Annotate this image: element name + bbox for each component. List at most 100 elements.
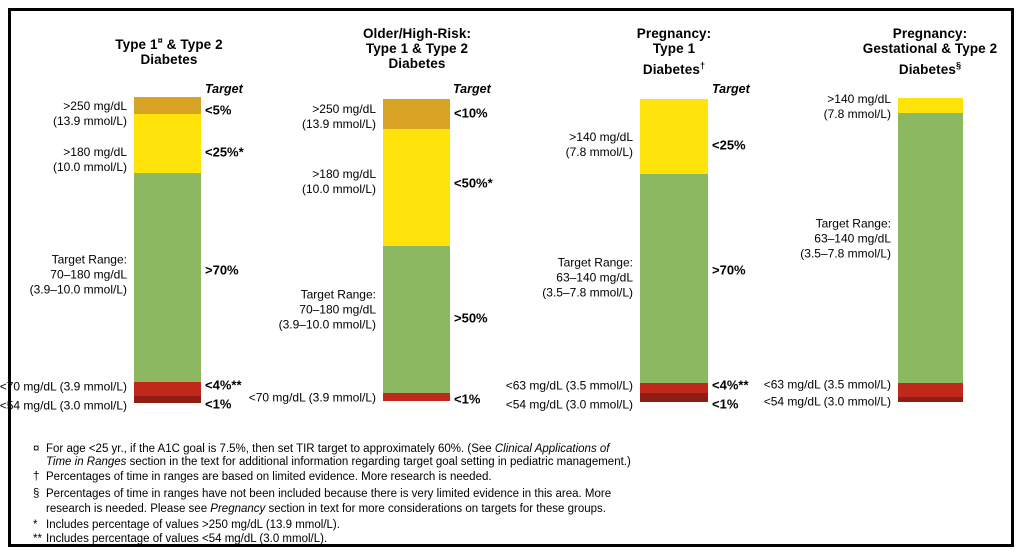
range-label-line: <63 mg/dL (3.5 mmol/L) [505, 378, 633, 393]
target-percentage-label: <1% [712, 396, 739, 412]
bar-segment-very-high [134, 97, 201, 114]
footnote-text: Percentages of time in ranges have not b… [46, 488, 611, 500]
chart-title-line: Diabetes§ [810, 60, 1024, 77]
range-label: Target Range: 70–180 mg/dL (3.9–10.0 mmol/… [279, 288, 376, 333]
stacked-bar [383, 99, 450, 401]
text-run: Type 1 [652, 41, 696, 56]
target-column-header: Target [453, 82, 491, 96]
text-run: research is needed. Please see [46, 503, 211, 515]
target-percentage-label: >70% [712, 262, 746, 278]
bar-segment-high [383, 129, 450, 246]
range-label-line: (13.9 mmol/L) [52, 114, 127, 128]
text-run: † [699, 60, 706, 71]
chart-title-line: Diabetes [297, 56, 537, 71]
text-run: Percentages of time in ranges are based … [46, 471, 492, 483]
target-column-header: Target [712, 82, 750, 96]
footnote-marker: * [33, 519, 38, 531]
chart-title: Pregnancy: Type 1 Diabetes† [554, 26, 794, 77]
range-label-line: (3.9–10.0 mmol/L) [278, 317, 376, 332]
footnote-text: Includes percentage of values <54 mg/dL … [46, 533, 327, 545]
range-label-line: Target Range: [557, 255, 633, 270]
range-label-line: <63 mg/dL (3.5 mmol/L) [763, 377, 891, 392]
bar-segment-low [383, 393, 450, 401]
text-run: Diabetes [140, 52, 198, 67]
range-label-line: (3.9–10.0 mmol/L) [29, 282, 127, 297]
footnote-marker: § [33, 488, 40, 500]
footnote-text: Time in Ranges section in the text for a… [46, 456, 631, 468]
italic-text: Time in Ranges [46, 456, 127, 468]
range-label-line: Target Range: [300, 287, 376, 302]
chart-title: Older/High-Risk: Type 1 & Type 2 Diabetes [297, 26, 537, 71]
italic-text: Clinical Applications of [494, 443, 610, 455]
range-label-line: >250 mg/dL [63, 99, 127, 113]
target-percentage-label: <1% [205, 396, 232, 412]
range-label-line: 70–180 mg/dL [299, 302, 376, 317]
chart-title-line: Older/High-Risk: [297, 26, 537, 41]
range-label-line: >180 mg/dL [63, 145, 127, 159]
bar-segment-very-low [134, 396, 201, 403]
footnote-row: § Percentages of time in ranges have not … [33, 488, 611, 501]
range-label: >180 mg/dL (10.0 mmol/L) [302, 167, 376, 197]
text-run: § [955, 60, 962, 71]
range-label-line: <54 mg/dL (3.0 mmol/L) [0, 398, 127, 413]
target-percentage-label: <1% [454, 391, 481, 407]
target-percentage-label: >50% [454, 310, 488, 326]
target-percentage-label: <4%** [205, 377, 242, 393]
range-label-line: (7.8 mmol/L) [565, 145, 633, 159]
range-label-line: (7.8 mmol/L) [823, 107, 891, 121]
text-run: Diabetes [642, 62, 700, 77]
target-percentage-label: >70% [205, 262, 239, 278]
chart-title-line: Type 1¤ & Type 2 [49, 36, 289, 52]
range-label: >250 mg/dL (13.9 mmol/L) [53, 99, 127, 129]
target-percentage-label: <50%* [454, 175, 493, 191]
footnote-row: ** Includes percentage of values <54 mg/d… [33, 533, 327, 546]
bar-segment-very-low [898, 397, 963, 402]
range-label: Target Range: 63–140 mg/dL (3.5–7.8 mmol/L… [542, 256, 633, 301]
range-label: <63 mg/dL (3.5 mmol/L) [764, 378, 891, 393]
target-percentage-label: <25%* [205, 144, 244, 160]
range-label-line: Target Range: [51, 252, 127, 267]
range-label-line: (10.0 mmol/L) [301, 182, 376, 196]
footnote-row: Time in Ranges section in the text for a… [33, 456, 631, 469]
footnote-row: * Includes percentage of values >250 mg/d… [33, 519, 340, 532]
footnote-row: research is needed. Please see Pregnancy… [33, 503, 606, 516]
range-label-line: (13.9 mmol/L) [301, 117, 376, 131]
chart-title-line: Diabetes [49, 52, 289, 67]
bar-segment-very-high [383, 99, 450, 129]
range-label: <63 mg/dL (3.5 mmol/L) [506, 379, 633, 394]
target-percentage-label: <10% [454, 105, 488, 121]
text-run: Diabetes [388, 56, 446, 71]
range-label-line: 63–140 mg/dL [814, 231, 891, 246]
range-label-line: <54 mg/dL (3.0 mmol/L) [505, 397, 633, 412]
footnote-text: Percentages of time in ranges are based … [46, 471, 492, 483]
bar-segment-high [898, 98, 963, 113]
chart-title: Type 1¤ & Type 2 Diabetes [49, 36, 289, 67]
chart-title: Pregnancy: Gestational & Type 2 Diabetes§ [810, 26, 1024, 77]
text-run: Pregnancy: [636, 26, 712, 41]
bar-segment-target [134, 173, 201, 382]
chart-title-line: Type 1 [554, 41, 794, 56]
range-label-line: 70–180 mg/dL [50, 267, 127, 282]
text-run: Includes percentage of values >250 mg/dL… [46, 519, 340, 531]
range-label: <70 mg/dL (3.9 mmol/L) [249, 391, 376, 406]
range-label-line: (3.5–7.8 mmol/L) [542, 285, 633, 300]
text-run: Diabetes [898, 62, 956, 77]
italic-text: Pregnancy [210, 503, 266, 515]
text-run: Older/High-Risk: [362, 26, 472, 41]
range-label: >140 mg/dL (7.8 mmol/L) [566, 130, 633, 160]
chart-title-line: Diabetes† [554, 60, 794, 77]
text-run: Type 1 [115, 37, 158, 52]
text-run: section in text for more considerations … [265, 503, 606, 515]
text-run: Pregnancy: [892, 26, 968, 41]
range-label: >180 mg/dL (10.0 mmol/L) [53, 145, 127, 175]
text-run: section in the text for additional infor… [126, 456, 631, 468]
range-label-line: Target Range: [815, 216, 891, 231]
range-label: <54 mg/dL (3.0 mmol/L) [0, 399, 127, 414]
text-run: Type 1 & Type 2 [365, 41, 469, 56]
bar-segment-target [640, 174, 708, 383]
range-label-line: (3.5–7.8 mmol/L) [800, 246, 891, 261]
text-run: Percentages of time in ranges have not b… [46, 488, 612, 500]
range-label: <70 mg/dL (3.9 mmol/L) [0, 380, 127, 395]
range-label: <54 mg/dL (3.0 mmol/L) [506, 398, 633, 413]
